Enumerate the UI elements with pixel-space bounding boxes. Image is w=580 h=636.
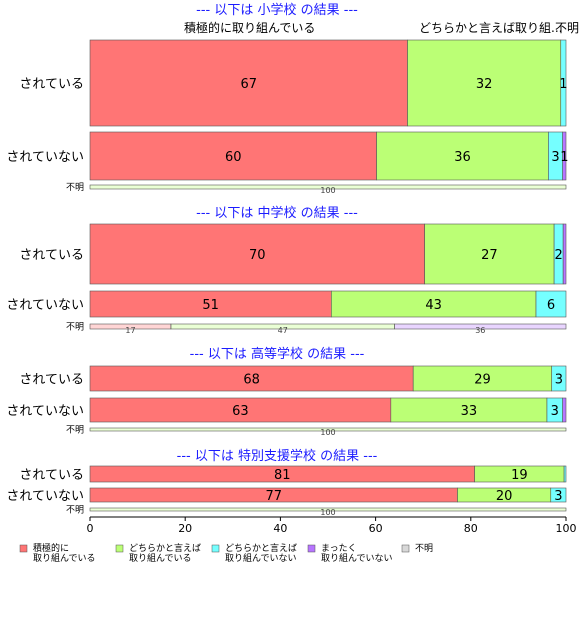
bar-segment (394, 323, 567, 330)
legend-label: 不明 (415, 543, 433, 554)
data-label: 43 (425, 298, 442, 313)
data-label: 36 (475, 326, 485, 335)
legend-swatch (115, 544, 124, 553)
group-title: --- 以下は 特別支援学校 の結果 --- (177, 448, 378, 464)
x-tick-label: 20 (178, 522, 192, 535)
data-label: 29 (474, 373, 491, 388)
row-label: されている (19, 77, 84, 92)
data-label: 19 (511, 468, 528, 483)
data-label: 3 (554, 489, 562, 504)
legend-label: どちらかと言えば (225, 542, 297, 554)
x-tick-label: 0 (87, 522, 94, 535)
x-tick-label: 60 (369, 522, 383, 535)
bar-segment (407, 39, 562, 127)
row-label: されていない (6, 298, 84, 313)
bar-segment (376, 131, 549, 181)
data-label: 67 (240, 77, 257, 92)
data-label: 60 (225, 150, 242, 165)
legend-label: どちらかと言えば (129, 542, 201, 554)
legend-label: まったく (321, 543, 357, 554)
row-label: されていない (6, 489, 84, 504)
data-label: 63 (232, 404, 249, 419)
data-label: 47 (278, 326, 288, 335)
x-tick-label: 40 (273, 522, 287, 535)
row-label: されている (19, 248, 84, 263)
bar-segment (412, 365, 553, 392)
legend-label: 取り組んでいない (321, 552, 393, 564)
data-label: 68 (243, 373, 260, 388)
data-label: 1 (560, 150, 568, 165)
group-title: --- 以下は 中学校 の結果 --- (196, 205, 358, 221)
row-label: されている (19, 373, 84, 388)
legend-swatch (401, 544, 410, 553)
legend-swatch (211, 544, 220, 553)
bar-segment (535, 290, 567, 318)
top-label: どちらかと言えば取り組... (419, 21, 562, 35)
bar-segment (89, 365, 414, 392)
group-title: --- 以下は 小学校 の結果 --- (196, 2, 358, 18)
row-label: されていない (6, 150, 84, 165)
legend-label: 積極的に (33, 542, 69, 554)
bar-segment (563, 465, 567, 483)
data-label: 81 (274, 468, 291, 483)
data-label: 17 (125, 326, 135, 335)
bar-segment (562, 397, 567, 423)
data-label: 2 (554, 248, 562, 263)
data-label: 27 (481, 248, 498, 263)
bar-segment (560, 39, 567, 127)
data-label: 77 (265, 489, 282, 504)
bar-segment (89, 427, 567, 432)
data-label: 3 (551, 150, 559, 165)
bar-segment (89, 507, 567, 512)
data-label: 3 (555, 373, 563, 388)
row-label: 不明 (66, 322, 84, 333)
legend-swatch (307, 544, 316, 553)
data-label: 32 (476, 77, 493, 92)
data-label: 100 (320, 508, 335, 517)
top-label: 積極的に取り組んでいる (184, 20, 315, 35)
data-label: 70 (249, 248, 266, 263)
data-label: 51 (202, 298, 219, 313)
bar-segment (89, 184, 567, 190)
bar-segment (562, 223, 567, 285)
bar-segment (562, 131, 567, 181)
row-label: 不明 (66, 505, 84, 516)
legend-swatch (19, 544, 28, 553)
legend-label: 取り組んでいる (33, 552, 96, 564)
data-label: 100 (320, 428, 335, 437)
legend-label: 取り組んでいない (225, 552, 297, 564)
row-label: 不明 (66, 182, 84, 193)
data-label: 1 (559, 77, 567, 92)
group-title: --- 以下は 高等学校 の結果 --- (190, 346, 365, 362)
x-tick-label: 100 (556, 522, 577, 535)
data-label: 36 (454, 150, 471, 165)
bar-segment (551, 365, 567, 392)
data-label: 100 (320, 186, 335, 195)
row-label: 不明 (66, 425, 84, 436)
top-label: 不明 (555, 21, 579, 35)
bar-segment (550, 487, 567, 503)
row-label: されている (19, 468, 84, 483)
data-label: 33 (461, 404, 478, 419)
data-label: 20 (496, 489, 513, 504)
data-label: 6 (547, 298, 555, 313)
bar-segment (424, 223, 555, 285)
bar-segment (390, 397, 548, 423)
bar-segment (89, 290, 332, 318)
bar-segment (331, 290, 537, 318)
data-label: 3 (551, 404, 559, 419)
row-label: されていない (6, 404, 84, 419)
x-tick-label: 80 (464, 522, 478, 535)
bar-segment (89, 397, 392, 423)
legend-label: 取り組んでいる (129, 552, 192, 564)
bar-segment (89, 39, 408, 127)
